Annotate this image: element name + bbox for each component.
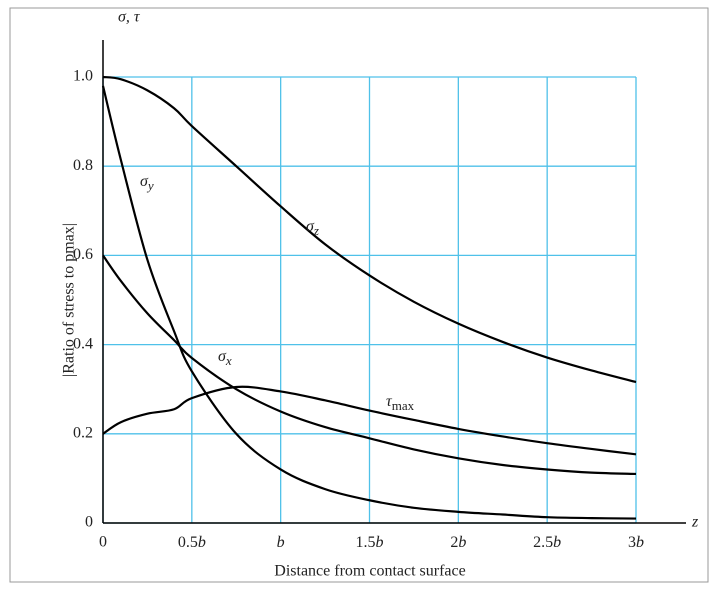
y-axis-label: |Ratio of stress to pmax| (61, 223, 78, 377)
x-axis-label: Distance from contact surface (274, 563, 465, 580)
x-tick-label: 1.5b (356, 534, 384, 551)
y-tick-label: 1.0 (73, 68, 93, 85)
curve (102, 75, 637, 384)
curve (101, 85, 637, 520)
series-label: τmax (386, 393, 415, 413)
series-label: σz (306, 218, 319, 238)
y-tick-label: 0 (85, 514, 93, 531)
frame (9, 7, 709, 583)
x-tick-label: 0 (99, 534, 107, 551)
y-tick-label: 0.8 (73, 157, 93, 174)
x-tick-label: b (277, 534, 285, 551)
y-axis-title: σ, τ (118, 9, 141, 26)
y-tick-label: 0.6 (73, 246, 93, 263)
x-tick-label: 0.5b (178, 534, 206, 551)
y-tick-label: 0.4 (73, 335, 93, 352)
curve (102, 254, 637, 476)
x-tick-label: 2.5b (533, 534, 561, 551)
series-label: σx (218, 348, 232, 368)
x-axis-title: z (691, 514, 699, 531)
x-tick-label: 2b (450, 534, 466, 551)
curve (102, 385, 637, 456)
x-tick-label: 3b (628, 534, 644, 551)
y-tick-label: 0.2 (73, 424, 93, 441)
series-label: σy (140, 173, 154, 193)
